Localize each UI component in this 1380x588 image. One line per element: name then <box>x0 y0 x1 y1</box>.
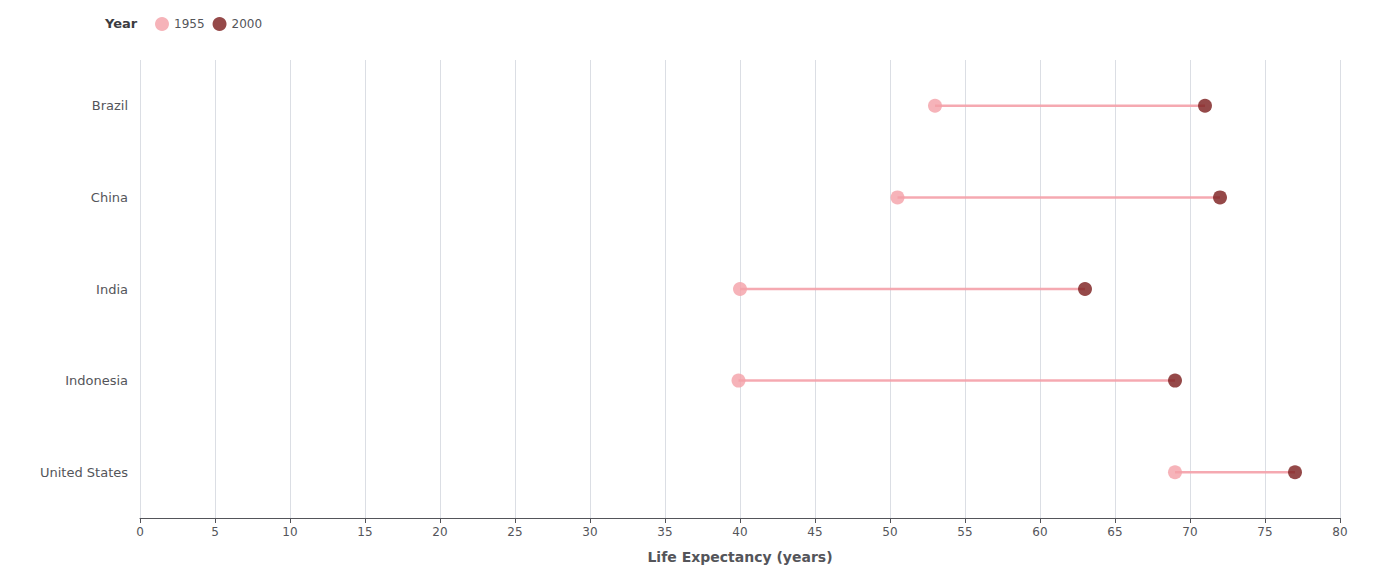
svg-text:75: 75 <box>1257 525 1272 539</box>
svg-text:20: 20 <box>432 525 447 539</box>
svg-text:5: 5 <box>211 525 219 539</box>
svg-text:80: 80 <box>1332 525 1347 539</box>
svg-text:40: 40 <box>732 525 747 539</box>
svg-text:50: 50 <box>882 525 897 539</box>
svg-text:15: 15 <box>357 525 372 539</box>
svg-text:1955: 1955 <box>174 17 205 31</box>
svg-text:35: 35 <box>657 525 672 539</box>
svg-text:45: 45 <box>807 525 822 539</box>
svg-text:Indonesia: Indonesia <box>65 373 128 388</box>
svg-text:65: 65 <box>1107 525 1122 539</box>
svg-text:55: 55 <box>957 525 972 539</box>
svg-text:Brazil: Brazil <box>92 98 128 113</box>
svg-text:30: 30 <box>582 525 597 539</box>
svg-text:2000: 2000 <box>232 17 263 31</box>
svg-text:Life Expectancy (years): Life Expectancy (years) <box>647 549 832 565</box>
svg-text:70: 70 <box>1182 525 1197 539</box>
svg-text:10: 10 <box>282 525 297 539</box>
svg-text:India: India <box>96 282 128 297</box>
svg-text:60: 60 <box>1032 525 1047 539</box>
svg-text:0: 0 <box>136 525 144 539</box>
svg-text:United States: United States <box>40 465 128 480</box>
svg-text:China: China <box>91 190 128 205</box>
svg-text:Year: Year <box>104 16 138 31</box>
svg-text:25: 25 <box>507 525 522 539</box>
